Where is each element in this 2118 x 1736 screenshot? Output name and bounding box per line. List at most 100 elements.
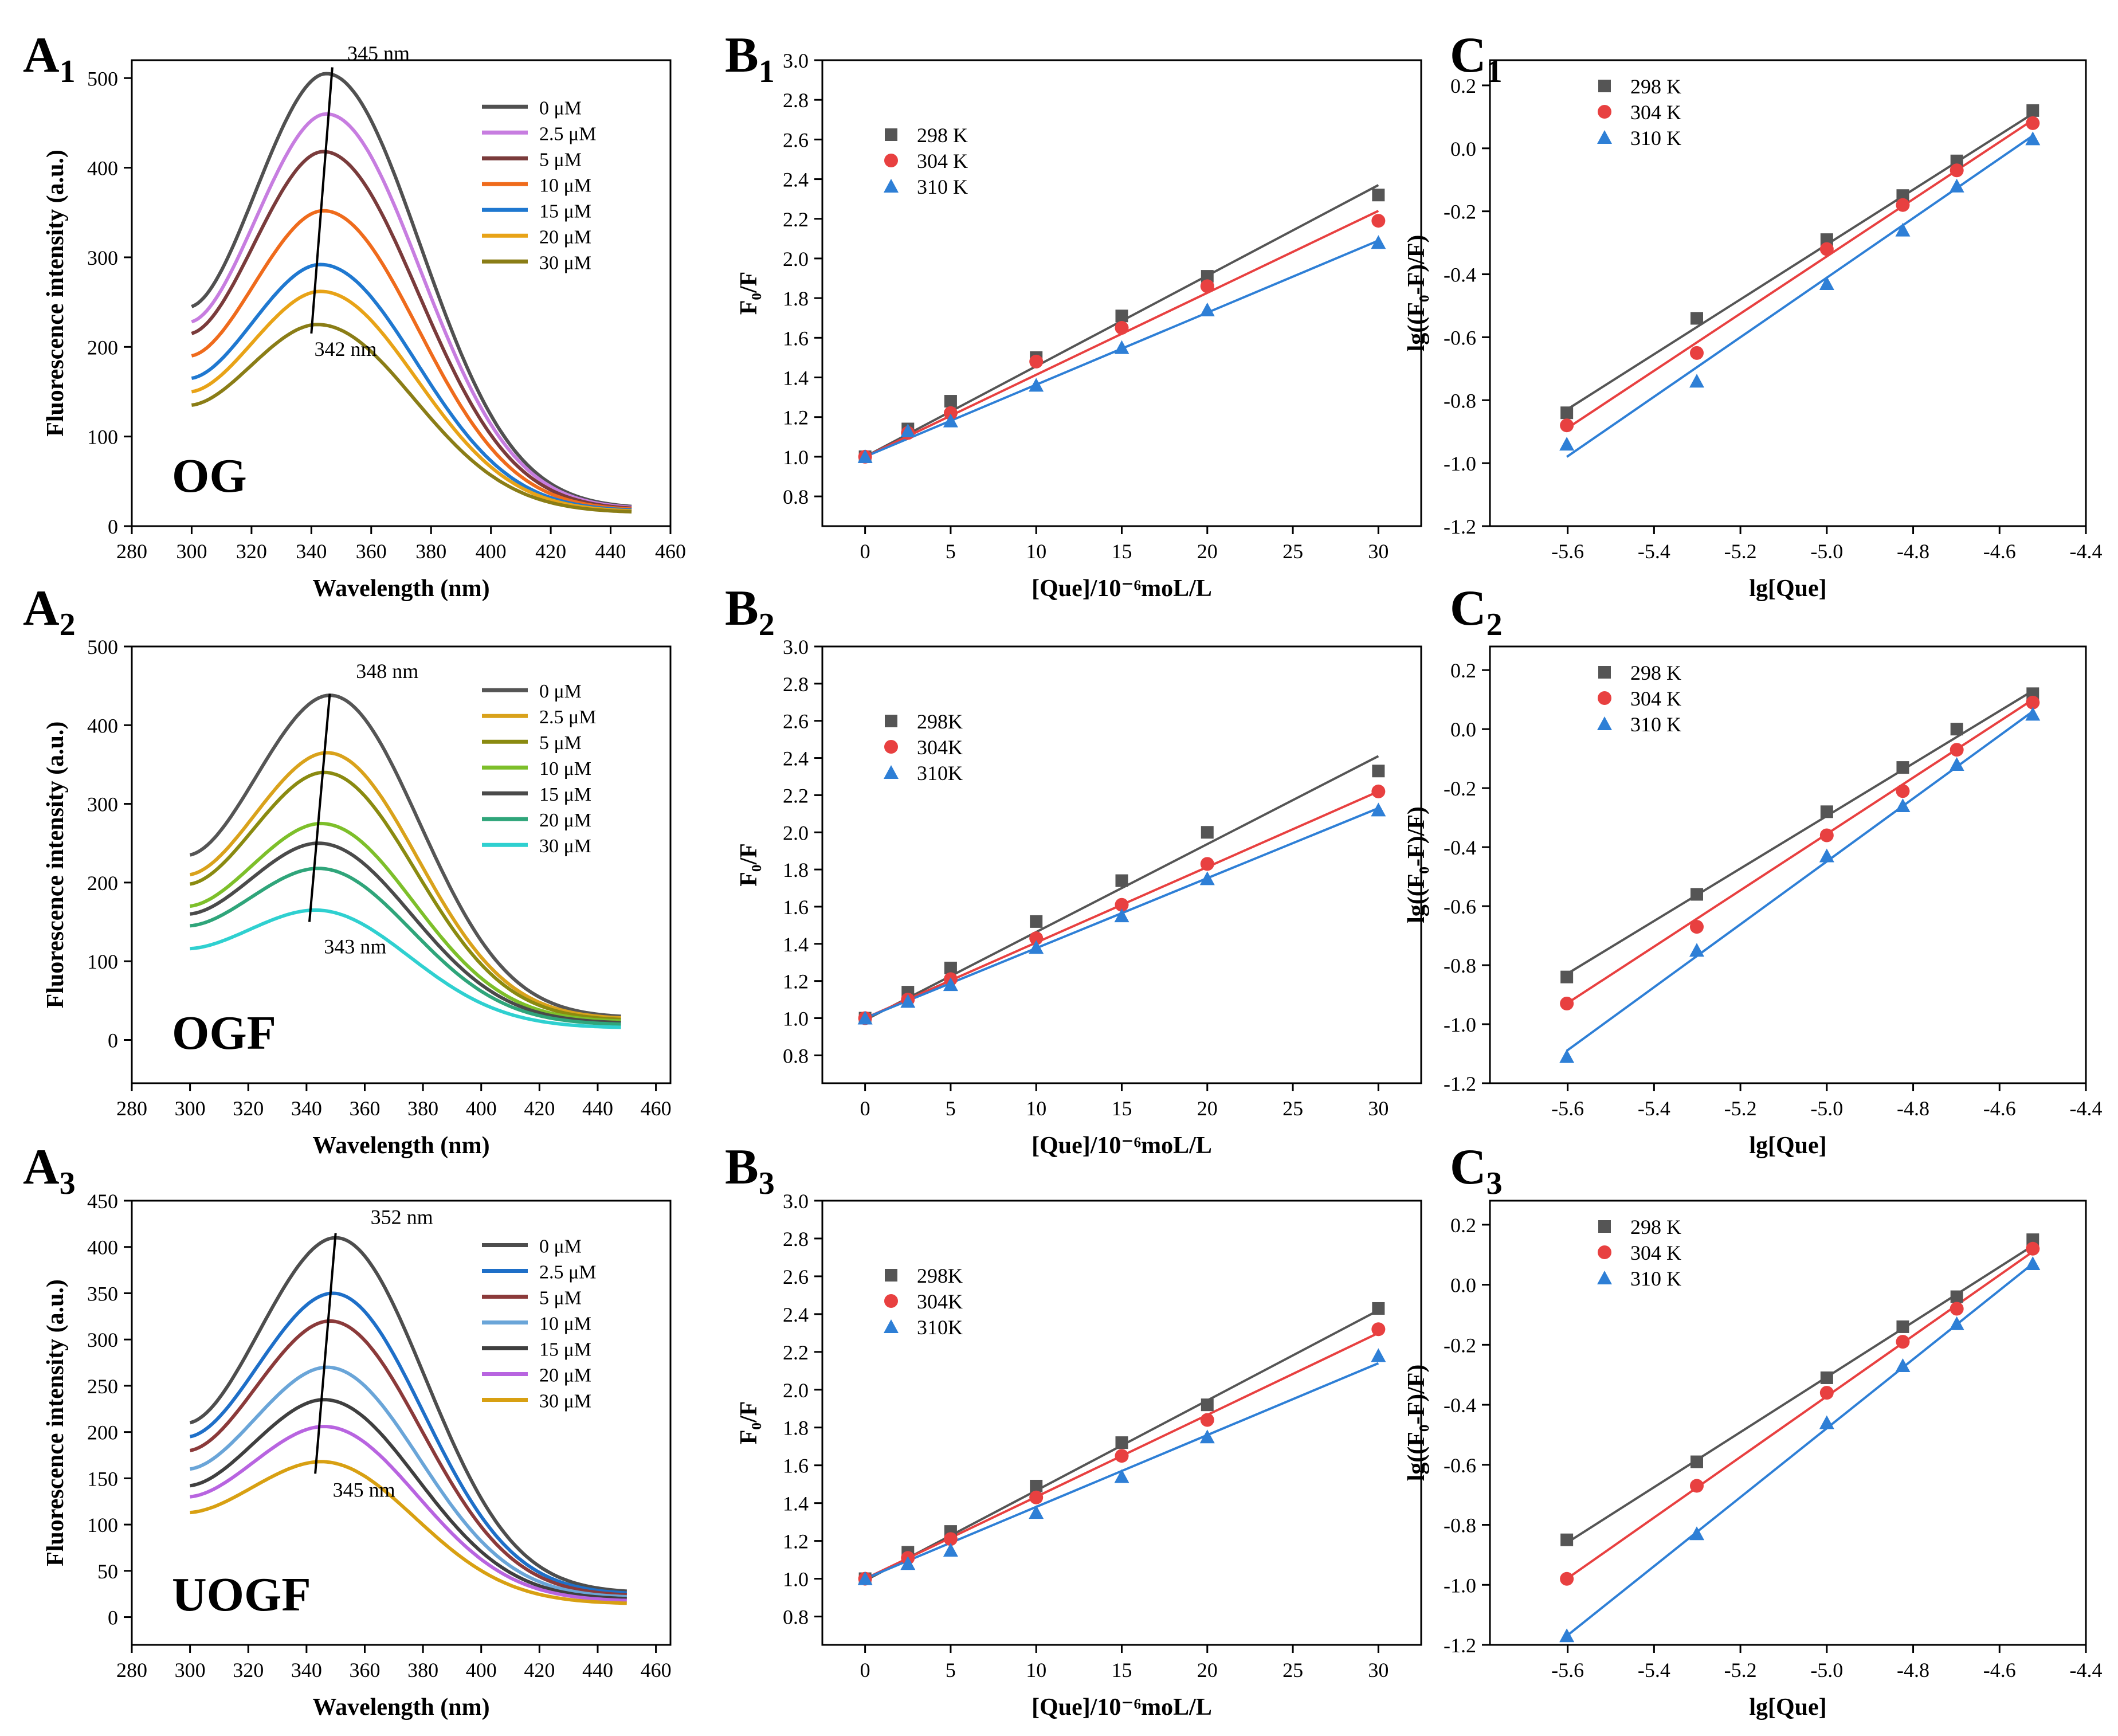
x-tick-label: 380 [407,1097,438,1120]
emission-curve [190,1365,627,1598]
legend-label: 2.5 μM [539,707,596,728]
y-tick-label: -0.6 [1444,1454,1476,1477]
y-tick-label: 0.0 [1450,718,1476,741]
data-point [1896,1320,1909,1333]
x-tick-label: 20 [1197,1659,1218,1682]
legend-marker [885,128,897,141]
x-tick-label: 440 [595,540,626,563]
y-tick-label: 200 [87,872,118,895]
x-tick-label: 300 [176,540,207,563]
y-tick-label: -1.2 [1444,515,1476,538]
emission-curve [190,1425,627,1602]
y-tick-label: 1.0 [783,1568,809,1591]
legend-marker [1597,716,1612,730]
y-tick-label: 0.2 [1450,1214,1476,1237]
panel-letter: C [1450,1139,1486,1195]
data-point [1950,163,1964,178]
y-tick-label: 450 [87,1190,118,1213]
y-tick-label: 0.2 [1450,659,1476,682]
x-tick-label: 280 [116,1097,147,1120]
data-point [1820,1371,1833,1384]
emission-curve [189,751,621,1020]
data-point [1115,874,1128,887]
y-axis-label: F₀/F [736,1401,762,1445]
panel-subscript: 2 [60,607,76,642]
y-tick-label: 1.0 [783,446,809,469]
panel-label: B3 [725,1139,775,1201]
y-tick-label: 400 [87,157,118,180]
emission-curve [189,1319,627,1597]
x-tick-label: 20 [1197,540,1218,563]
y-tick-label: 2.4 [783,1303,809,1326]
legend-label: 0 μM [539,681,582,702]
y-tick-label: 2.8 [783,1228,809,1251]
data-point [1560,418,1574,433]
legend-label: 310 K [1630,1267,1681,1290]
data-point [1690,312,1703,325]
x-tick-label: 300 [175,1659,206,1682]
data-point [1560,970,1574,983]
x-tick-label: 280 [116,1659,147,1682]
y-axis-label: F₀/F [736,843,762,887]
data-point [1030,915,1043,928]
x-tick-label: 30 [1368,1659,1389,1682]
legend-label: 304K [917,1290,963,1313]
x-tick-label: -4.8 [1897,1097,1929,1120]
panel-subscript: 3 [60,1166,76,1201]
legend-label: 10 μM [539,1314,591,1335]
x-tick-label: 340 [291,1659,322,1682]
data-point [2025,1256,2041,1270]
peak-shift-line [310,67,334,334]
x-axis-label: lg[Que] [1749,575,1826,602]
emission-curve [189,1291,627,1595]
y-tick-label: -0.2 [1444,201,1476,224]
data-point [1689,1526,1704,1541]
x-axis-label: [Que]/10⁻⁶moL/L [1031,1694,1212,1721]
data-point [1201,270,1214,283]
x-tick-label: 0 [860,1659,870,1682]
fit-line [1566,1244,2034,1544]
legend-label: 298K [917,1264,963,1287]
emission-curve [191,209,632,511]
panel-a2: A2 280 300 320 340 360 380 400 420 440 460 0 100 200 3… [23,581,672,1159]
legend-label: 5 μM [539,732,582,754]
data-point [1371,1322,1386,1337]
data-point [943,406,958,420]
panel-letter: A [23,1139,60,1195]
y-tick-label: 3.0 [783,49,809,72]
y-axis-label: Fluorescence intensity (a.u.) [42,1279,69,1566]
data-point [900,423,916,437]
y-tick-label: 1.2 [783,406,809,429]
y-tick-label: 300 [87,793,118,816]
legend-label: 2.5 μM [539,1262,596,1283]
y-tick-label: 500 [87,636,118,659]
emission-curve [191,112,632,510]
data-point [943,1543,958,1557]
data-point [1200,1413,1214,1427]
data-point [1689,346,1704,360]
data-point [2025,707,2041,721]
data-point [1950,154,1963,167]
legend-marker [885,1269,897,1282]
data-point [1949,757,1964,771]
y-tick-label: 1.4 [783,1492,809,1515]
y-tick-label: 0 [108,515,118,538]
x-tick-label: 440 [582,1097,613,1120]
legend-label: 10 μM [539,758,591,779]
panel-subscript: 2 [1486,607,1503,642]
y-tick-label: 500 [87,67,118,90]
x-tick-label: 30 [1368,540,1389,563]
panel-label: B1 [725,28,775,89]
data-point [1895,1358,1911,1373]
y-tick-label: 0.8 [783,485,809,508]
x-tick-label: 10 [1026,540,1046,563]
x-tick-label: -5.4 [1638,1097,1670,1120]
x-tick-label: 15 [1112,1097,1132,1120]
x-tick-label: 5 [946,1659,956,1682]
x-tick-label: -4.6 [1983,1659,2016,1682]
x-tick-label: -5.6 [1551,540,1584,563]
y-tick-label: 200 [87,1421,118,1444]
emission-curve [191,323,632,514]
y-tick-label: -0.6 [1444,895,1476,918]
